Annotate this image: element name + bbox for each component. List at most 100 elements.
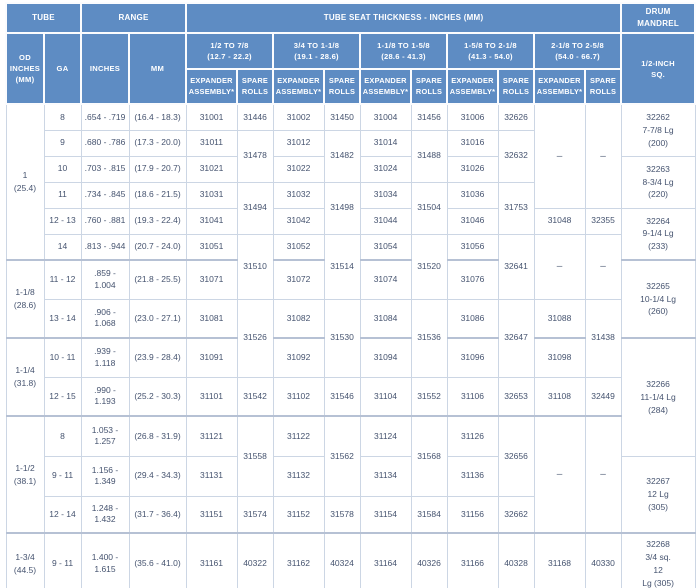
range-inches-cell: 1.400 - 1.615 bbox=[80, 532, 130, 588]
expander-part-cell: 31046 bbox=[446, 207, 499, 235]
expander-part-cell: 31134 bbox=[359, 455, 412, 497]
expander-part-cell: 31011 bbox=[185, 129, 238, 157]
range-inches-cell: 1.248 - 1.432 bbox=[80, 495, 130, 534]
od-cell: 1-1/4 (31.8) bbox=[5, 337, 45, 417]
range-inches-cell: .734 - .845 bbox=[80, 181, 130, 209]
expander-part-cell: 31168 bbox=[533, 532, 586, 588]
table-row: 9 - 11 1.156 - 1.349 (29.4 - 34.3) 31131 311… bbox=[6, 455, 696, 534]
expander-part-cell: 31086 bbox=[446, 298, 499, 339]
drum-mandrel-cell: 32263 8-3/4 Lg (220) bbox=[620, 155, 696, 209]
header-seat-thickness-group: TUBE SEAT THICKNESS - INCHES (MM) bbox=[185, 2, 623, 34]
spare-rolls-part-cell: 31542 bbox=[236, 376, 274, 417]
expander-part-cell: 31132 bbox=[272, 455, 325, 497]
expander-part-cell: 31091 bbox=[185, 337, 238, 378]
expander-part-cell: 31072 bbox=[272, 259, 325, 300]
range-mm-cell: (16.4 - 18.3) bbox=[128, 103, 187, 131]
range-mm-cell: (26.8 - 31.9) bbox=[128, 415, 187, 457]
header-drum-mandrel: DRUM MANDREL bbox=[620, 2, 697, 34]
expander-part-cell: 31154 bbox=[359, 495, 412, 534]
expander-part-cell: 31162 bbox=[272, 532, 325, 588]
table-row: 12 - 13.760 - .881 (19.3 - 22.4) 31041 3104… bbox=[6, 207, 696, 261]
header-expander-assembly-2: EXPANDER ASSEMBLY* bbox=[272, 68, 326, 105]
ga-cell: 12 - 14 bbox=[43, 495, 82, 534]
spare-rolls-part-cell: 31494 bbox=[236, 181, 274, 235]
spare-rolls-part-cell: 31584 bbox=[410, 495, 448, 534]
header-expander-assembly-5: EXPANDER ASSEMBLY* bbox=[533, 68, 587, 105]
spare-rolls-part-cell: 31438 bbox=[584, 298, 622, 378]
range-inches-cell: .859 - 1.004 bbox=[80, 259, 130, 300]
ga-cell: 9 - 11 bbox=[43, 532, 82, 588]
expander-part-cell: 31026 bbox=[446, 155, 499, 183]
ga-cell: 11 bbox=[43, 181, 82, 209]
table-row: 12 - 15.990 - 1.193 (25.2 - 30.3) 31101 315… bbox=[6, 376, 695, 417]
od-cell: 1-1/8 (28.6) bbox=[5, 259, 45, 339]
expander-part-cell: 31051 bbox=[185, 233, 238, 261]
na-dash-cell: – bbox=[533, 233, 586, 300]
expander-part-cell: 31031 bbox=[185, 181, 238, 209]
table-row: 1 (25.4) 8.654 - .719 (16.4 - 18.3) 31001 31… bbox=[5, 103, 696, 261]
expander-part-cell: 31001 bbox=[185, 103, 238, 131]
spare-rolls-part-cell: 31546 bbox=[323, 376, 361, 417]
spare-rolls-part-cell: 31482 bbox=[323, 129, 361, 183]
drum-mandrel-cell: 32266 11-1/4 Lg (284) bbox=[620, 337, 696, 457]
expander-part-cell: 31076 bbox=[446, 259, 499, 300]
header-seat-range-4: 1-5/8 TO 2-1/8 (41.3 - 54.0) bbox=[446, 32, 536, 70]
range-inches-cell: .760 - .881 bbox=[80, 207, 130, 235]
expander-part-cell: 31136 bbox=[446, 455, 499, 497]
table-row: 11.734 - .845 (18.6 - 21.5) 31031 31494 3103… bbox=[6, 181, 695, 235]
ga-cell: 9 bbox=[43, 129, 82, 157]
range-mm-cell: (17.3 - 20.0) bbox=[128, 129, 187, 157]
range-inches-cell: .813 - .944 bbox=[80, 233, 130, 261]
expander-part-cell: 31088 bbox=[533, 298, 586, 339]
header-seat-range-2: 3/4 TO 1-1/8 (19.1 - 28.6) bbox=[272, 32, 362, 70]
range-inches-cell: .939 - 1.118 bbox=[80, 337, 130, 378]
ga-cell: 8 bbox=[43, 415, 82, 457]
ga-cell: 8 bbox=[43, 103, 82, 131]
header-seat-range-3: 1-1/8 TO 1-5/8 (28.6 - 41.3) bbox=[359, 32, 449, 70]
range-mm-cell: (23.0 - 27.1) bbox=[128, 298, 187, 339]
expander-part-cell: 31152 bbox=[272, 495, 325, 534]
expander-part-cell: 31082 bbox=[272, 298, 325, 339]
drum-mandrel-cell: 32265 10-1/4 Lg (260) bbox=[620, 259, 696, 339]
expander-part-cell: 31042 bbox=[272, 207, 325, 235]
ga-cell: 10 bbox=[43, 155, 82, 183]
drum-mandrel-cell: 32268 3/4 sq. 12 Lg (305) bbox=[620, 532, 696, 588]
header-seat-range-5: 2-1/8 TO 2-5/8 (54.0 - 66.7) bbox=[533, 32, 623, 70]
spare-rolls-part-cell: 31530 bbox=[323, 298, 361, 378]
header-spare-rolls-2: SPARE ROLLS bbox=[323, 68, 362, 105]
expander-part-cell: 31098 bbox=[533, 337, 586, 378]
ga-cell: 14 bbox=[43, 233, 82, 261]
expander-part-cell: 31034 bbox=[359, 181, 412, 209]
spare-rolls-part-cell: 31552 bbox=[410, 376, 448, 417]
range-inches-cell: 1.156 - 1.349 bbox=[80, 455, 130, 497]
od-cell: 1 (25.4) bbox=[5, 103, 45, 261]
spare-rolls-part-cell: 40322 bbox=[236, 532, 274, 588]
range-mm-cell: (21.8 - 25.5) bbox=[128, 259, 187, 300]
table-row: 10.703 - .815 (17.9 - 20.7) 31021 31022 3102… bbox=[6, 155, 696, 209]
spare-rolls-part-cell: 40324 bbox=[323, 532, 361, 588]
table-row: 1-1/8 (28.6) 11 - 12.859 - 1.004 (21.8 - 2… bbox=[5, 259, 696, 339]
ga-cell: 12 - 15 bbox=[43, 376, 82, 417]
expander-part-cell: 31036 bbox=[446, 181, 499, 209]
expander-part-cell: 31052 bbox=[272, 233, 325, 261]
header-expander-assembly-1: EXPANDER ASSEMBLY* bbox=[185, 68, 239, 105]
range-inches-cell: .990 - 1.193 bbox=[80, 376, 130, 417]
header-inches: INCHES bbox=[80, 32, 130, 105]
range-mm-cell: (25.2 - 30.3) bbox=[128, 376, 187, 417]
range-mm-cell: (35.6 - 41.0) bbox=[128, 532, 187, 588]
spare-rolls-part-cell: 40326 bbox=[410, 532, 448, 588]
table-row: 13 - 14.906 - 1.068 (23.0 - 27.1) 31081 315… bbox=[6, 298, 695, 378]
ga-cell: 11 - 12 bbox=[43, 259, 82, 300]
spare-rolls-part-cell: 31446 bbox=[236, 103, 274, 131]
expander-part-cell: 31156 bbox=[446, 495, 499, 534]
spare-rolls-part-cell: 32656 bbox=[497, 415, 535, 497]
range-mm-cell: (23.9 - 28.4) bbox=[128, 337, 187, 378]
header-expander-assembly-4: EXPANDER ASSEMBLY* bbox=[446, 68, 500, 105]
spare-rolls-part-cell: 31578 bbox=[323, 495, 361, 534]
spare-rolls-part-cell: 31456 bbox=[410, 103, 448, 131]
header-tube-group: TUBE bbox=[5, 2, 82, 34]
spare-rolls-part-cell: 40328 bbox=[497, 532, 535, 588]
expander-part-cell: 31081 bbox=[185, 298, 238, 339]
spare-rolls-part-cell: 31568 bbox=[410, 415, 448, 497]
spare-rolls-part-cell: 32449 bbox=[584, 376, 622, 417]
